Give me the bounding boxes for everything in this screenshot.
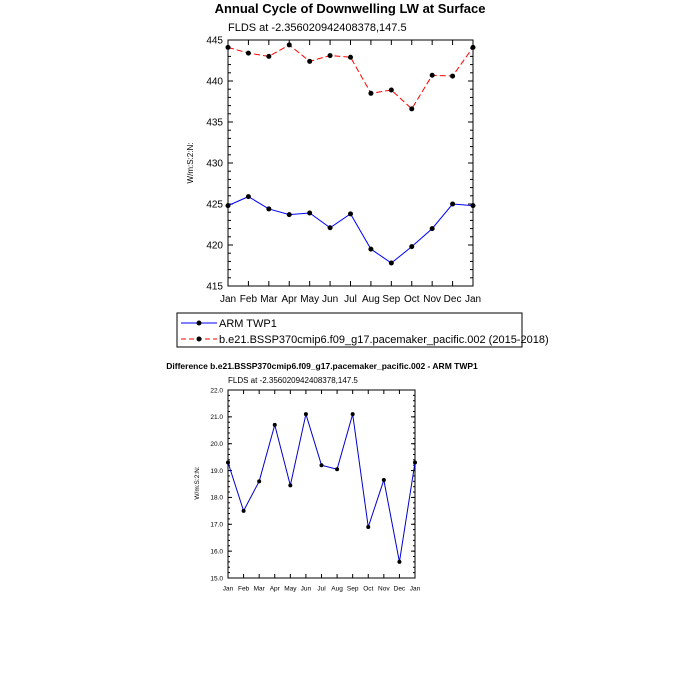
chart2-subtitle: FLDS at -2.356020942408378,147.5	[228, 376, 358, 385]
xtick-label: Jan	[220, 294, 236, 305]
ytick-label: 15.0	[210, 575, 223, 582]
chart2-ylabel: W/m:S:2:N:	[194, 466, 201, 499]
data-point-s0-5	[327, 225, 333, 231]
data-point-s0-12	[413, 460, 417, 465]
data-point-s1-5	[327, 53, 333, 59]
xtick-label: Sep	[382, 294, 400, 305]
data-point-s1-1	[245, 50, 251, 56]
data-point-s0-1	[245, 194, 251, 200]
data-point-s0-7	[368, 246, 374, 252]
ytick-label: 420	[206, 241, 223, 252]
xtick-label: Jan	[223, 586, 234, 593]
xtick-label: Feb	[238, 586, 250, 593]
data-point-s0-0	[226, 460, 230, 465]
chart1-subtitle: FLDS at -2.356020942408378,147.5	[228, 22, 407, 34]
xtick-label: Jul	[317, 586, 326, 593]
ytick-label: 19.0	[210, 468, 223, 475]
data-point-s1-9	[409, 106, 415, 112]
series-line-1	[227, 44, 474, 110]
xtick-label: Jan	[465, 294, 481, 305]
data-point-s0-0	[225, 203, 231, 209]
xtick-label: Mar	[254, 586, 266, 593]
series-line-0	[227, 196, 474, 264]
xtick-label: May	[284, 586, 297, 593]
chart2-plot-frame	[227, 389, 416, 579]
ytick-label: 425	[206, 200, 223, 211]
data-point-s1-0	[225, 44, 231, 50]
ytick-label: 415	[206, 282, 223, 293]
xtick-label: Mar	[260, 294, 278, 305]
data-point-s0-8	[388, 260, 394, 266]
data-point-s0-2	[257, 479, 262, 484]
data-point-s0-11	[450, 201, 456, 207]
xtick-label: May	[300, 294, 319, 305]
data-point-s1-8	[388, 87, 394, 93]
legend-marker-arm	[196, 320, 202, 326]
series-line-0	[227, 412, 416, 562]
ytick-label: 430	[206, 159, 223, 170]
xtick-label: Feb	[240, 294, 258, 305]
ytick-label: 435	[206, 118, 223, 129]
data-point-s0-9	[366, 524, 371, 529]
data-point-s1-4	[307, 58, 313, 64]
xtick-label: Aug	[331, 586, 343, 593]
ytick-label: 16.0	[210, 548, 223, 555]
data-point-s0-6	[319, 463, 324, 468]
legend-label-model: b.e21.BSSP370cmip6.f09_g17.pacemaker_pac…	[219, 334, 549, 346]
data-point-s1-10	[429, 72, 435, 78]
ytick-label: 20.0	[210, 441, 223, 448]
ytick-label: 18.0	[210, 495, 223, 502]
data-point-s0-3	[286, 212, 292, 218]
chart1-legend	[176, 312, 523, 348]
xtick-label: Jun	[301, 586, 312, 593]
data-point-s0-12	[470, 203, 476, 209]
data-point-s0-2	[266, 206, 272, 212]
ytick-label: 445	[206, 36, 223, 47]
data-point-s0-10	[429, 226, 435, 232]
data-point-s0-7	[335, 467, 340, 472]
ytick-label: 440	[206, 77, 223, 88]
xtick-label: Apr	[270, 586, 281, 593]
xtick-label: Jun	[322, 294, 338, 305]
xtick-label: Dec	[444, 294, 462, 305]
xtick-label: Oct	[404, 294, 420, 305]
data-point-s1-7	[368, 90, 374, 96]
xtick-label: Dec	[394, 586, 406, 593]
xtick-label: Jul	[344, 294, 357, 305]
ytick-label: 17.0	[210, 522, 223, 529]
data-point-s0-4	[288, 483, 293, 488]
legend-label-arm: ARM TWP1	[219, 318, 277, 330]
xtick-label: Apr	[281, 294, 297, 305]
data-point-s1-11	[450, 73, 456, 79]
legend-marker-model	[196, 336, 202, 342]
data-point-s0-5	[303, 412, 308, 417]
data-point-s0-1	[241, 508, 246, 513]
data-point-s1-3	[286, 42, 292, 48]
xtick-label: Nov	[378, 586, 390, 593]
xtick-label: Jan	[410, 586, 421, 593]
chart1-plot-frame	[227, 39, 474, 287]
chart2-title: Difference b.e21.BSSP370cmip6.f09_g17.pa…	[166, 361, 478, 371]
data-point-s0-8	[350, 412, 355, 417]
chart1-title: Annual Cycle of Downwelling LW at Surfac…	[215, 1, 486, 16]
data-point-s1-12	[470, 44, 476, 50]
data-point-s0-11	[397, 559, 402, 564]
data-point-s0-10	[381, 477, 386, 482]
chart1-ylabel: W/m:S:2:N:	[186, 143, 195, 184]
data-point-s0-4	[307, 210, 313, 216]
ytick-label: 21.0	[210, 414, 223, 421]
data-point-s1-6	[348, 54, 353, 60]
data-point-s1-2	[266, 53, 272, 59]
data-point-s0-6	[348, 211, 353, 217]
xtick-label: Aug	[362, 294, 380, 305]
ytick-label: 22.0	[210, 387, 223, 394]
xtick-label: Sep	[347, 586, 359, 593]
data-point-s0-9	[409, 244, 415, 250]
xtick-label: Oct	[363, 586, 373, 593]
xtick-label: Nov	[423, 294, 441, 305]
data-point-s0-3	[272, 422, 277, 427]
